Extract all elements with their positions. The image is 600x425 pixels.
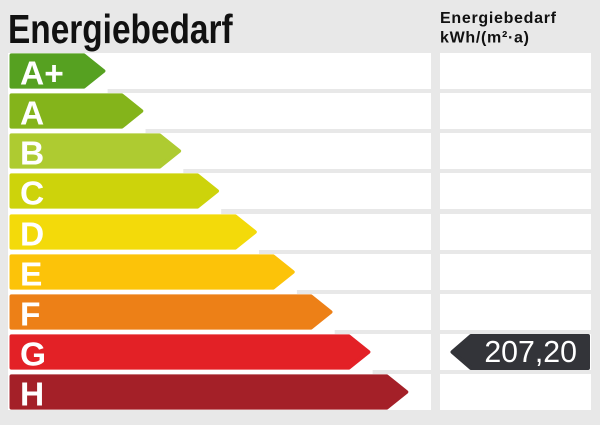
svg-text:D: D (20, 217, 44, 254)
svg-text:G: G (20, 337, 46, 374)
svg-text:H: H (20, 377, 44, 414)
svg-text:Energiebedarf: Energiebedarf (440, 10, 557, 27)
svg-text:B: B (20, 136, 44, 173)
svg-text:A: A (20, 96, 44, 133)
svg-text:kWh/(m²·a): kWh/(m²·a) (440, 30, 530, 47)
svg-text:A+: A+ (20, 56, 64, 93)
svg-text:207,20: 207,20 (484, 336, 577, 369)
svg-text:E: E (20, 257, 42, 294)
svg-text:C: C (20, 176, 44, 213)
svg-text:Energiebedarf: Energiebedarf (8, 6, 233, 52)
svg-text:F: F (20, 297, 40, 334)
